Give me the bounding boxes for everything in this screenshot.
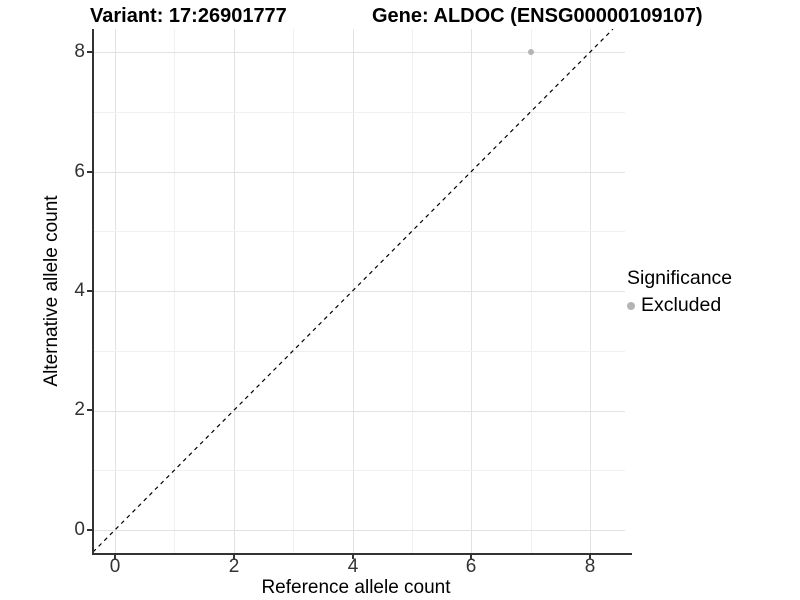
- x-axis-line: [92, 553, 632, 555]
- x-tick-label: 4: [347, 556, 359, 577]
- gridline-y-minor: [93, 231, 625, 232]
- x-tick: [589, 554, 591, 559]
- legend: Significance Excluded: [627, 267, 732, 317]
- gridline-y-major: [93, 172, 625, 173]
- legend-title: Significance: [627, 267, 733, 289]
- gridline-y-minor: [93, 112, 625, 113]
- y-tick-label: 4: [74, 280, 85, 301]
- x-tick: [233, 554, 235, 559]
- y-tick-label: 0: [74, 519, 85, 540]
- data-point-excluded: [528, 49, 534, 55]
- identity-line-dashed: [93, 29, 614, 553]
- x-tick: [114, 554, 116, 559]
- x-axis-title: Reference allele count: [261, 577, 451, 598]
- gridline-y-major: [93, 530, 625, 531]
- gridline-y-minor: [93, 351, 625, 352]
- y-axis-title: Alternative allele count: [41, 195, 62, 387]
- x-tick-label: 2: [228, 556, 240, 577]
- gridline-y-major: [93, 291, 625, 292]
- legend-point-icon: [627, 301, 635, 310]
- legend-item-label: Excluded: [641, 294, 722, 316]
- y-axis-line: [92, 29, 94, 554]
- y-tick: [87, 171, 92, 173]
- y-tick: [87, 51, 92, 53]
- legend-item-excluded: Excluded: [627, 294, 732, 317]
- x-tick: [470, 554, 472, 559]
- y-tick-label: 6: [74, 161, 85, 182]
- plot-panel: [93, 29, 625, 553]
- plot-title-variant: Variant: 17:26901777: [90, 5, 287, 27]
- y-tick: [87, 409, 92, 411]
- gridline-y-minor: [93, 470, 625, 471]
- x-tick-label: 8: [584, 556, 596, 577]
- y-tick: [87, 290, 92, 292]
- plot-title-gene: Gene: ALDOC (ENSG00000109107): [372, 5, 703, 27]
- gridline-y-major: [93, 52, 625, 53]
- gridline-y-major: [93, 411, 625, 412]
- y-tick-label: 2: [74, 399, 85, 420]
- x-tick-label: 6: [465, 556, 477, 577]
- y-tick-label: 8: [74, 41, 85, 62]
- x-tick-label: 0: [109, 556, 121, 577]
- y-tick: [87, 529, 92, 531]
- x-tick: [352, 554, 354, 559]
